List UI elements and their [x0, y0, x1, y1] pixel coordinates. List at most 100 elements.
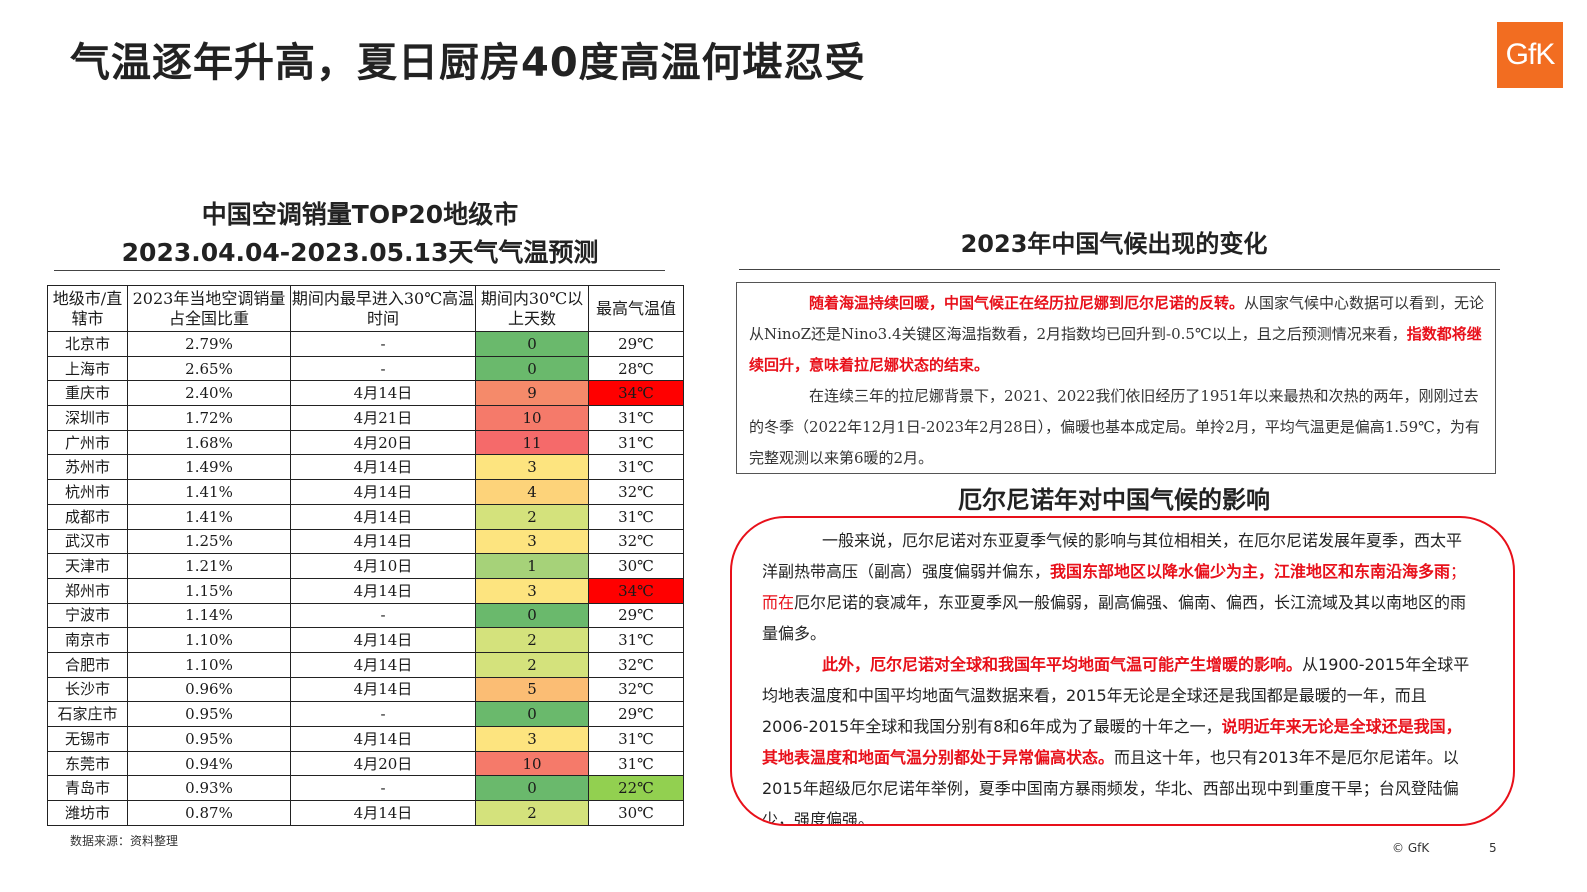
first-30c-cell: - [290, 701, 476, 727]
highlight-text: ；而在 [762, 562, 1467, 612]
first-30c-cell: 4月20日 [290, 429, 476, 456]
table-row: 上海市 2.65% -0 28℃ [47, 355, 684, 382]
days-30c-cell: 0 [475, 775, 589, 802]
days-30c-cell: 0 [475, 331, 589, 357]
el-nino-impact-box: 一般来说，厄尔尼诺对东亚夏季气候的影响与其位相相关，在厄尔尼诺发展年夏季，西太平… [730, 516, 1515, 826]
table-row: 杭州市 1.41% 4月14日 4 32℃ [47, 479, 684, 505]
max-temp-cell: 28℃ [588, 355, 684, 382]
highlight-text: 我国东部地区以降水偏少为主，江淮地区和东南沿海多雨 [1050, 562, 1451, 581]
climate-paragraph-1: 随着海温持续回暖，中国气候正在经历拉尼娜到厄尔尼诺的反转。从国家气候中心数据可以… [749, 288, 1485, 381]
first-30c-cell: 4月20日 [290, 750, 476, 777]
table-row: 南京市 1.10% 4月14日 2 31℃ [47, 627, 684, 653]
max-temp-cell: 32℃ [588, 479, 684, 505]
table-row: 石家庄市 0.95% -0 29℃ [47, 701, 684, 727]
days-30c-cell: 0 [475, 602, 589, 629]
table-row: 苏州市 1.49% 4月14日 3 31℃ [47, 454, 684, 481]
page-number: 5 [1489, 841, 1497, 855]
first-30c-cell: 4月14日 [290, 503, 476, 530]
table-row: 重庆市 2.40% 4月14日 9 34℃ [47, 380, 684, 407]
share-cell: 0.94% [127, 750, 291, 777]
max-temp-cell: 32℃ [588, 528, 684, 555]
table-title-line2: 2023.04.04-2023.05.13天气气温预测 [121, 238, 599, 267]
table-row: 武汉市 1.25% 4月14日 3 32℃ [47, 528, 684, 555]
data-source: 数据来源：资料整理 [70, 834, 179, 848]
city-cell: 重庆市 [47, 380, 128, 407]
days-30c-cell: 3 [475, 454, 589, 481]
first-30c-cell: - [290, 355, 476, 382]
max-temp-cell: 29℃ [588, 602, 684, 629]
first-30c-cell: 4月14日 [290, 479, 476, 505]
table-row: 成都市 1.41% 4月14日 2 31℃ [47, 503, 684, 530]
city-cell: 天津市 [47, 553, 128, 579]
city-cell: 郑州市 [47, 577, 128, 604]
days-30c-cell: 10 [475, 405, 589, 431]
el-nino-paragraph-1: 一般来说，厄尔尼诺对东亚夏季气候的影响与其位相相关，在厄尔尼诺发展年夏季，西太平… [762, 525, 1473, 649]
share-cell: 1.10% [127, 627, 291, 653]
max-temp-cell: 29℃ [588, 331, 684, 357]
city-cell: 潍坊市 [47, 800, 128, 826]
share-cell: 0.96% [127, 676, 291, 703]
days-30c-cell: 2 [475, 627, 589, 653]
city-cell: 上海市 [47, 355, 128, 382]
max-temp-cell: 31℃ [588, 750, 684, 777]
highlight-text: 此外，厄尔尼诺对全球和我国年平均地面气温可能产生增暖的影响。 [822, 655, 1303, 674]
days-30c-cell: 4 [475, 479, 589, 505]
city-cell: 成都市 [47, 503, 128, 530]
max-temp-cell: 29℃ [588, 701, 684, 727]
share-cell: 0.95% [127, 701, 291, 727]
table-header-row: 地级市/直辖市 2023年当地空调销量占全国比重 期间内最早进入30℃高温时间 … [47, 285, 684, 332]
city-cell: 深圳市 [47, 405, 128, 431]
max-temp-cell: 31℃ [588, 503, 684, 530]
max-temp-cell: 32℃ [588, 676, 684, 703]
days-30c-cell: 11 [475, 429, 589, 456]
city-cell: 青岛市 [47, 775, 128, 802]
share-cell: 1.49% [127, 454, 291, 481]
first-30c-cell: 4月14日 [290, 454, 476, 481]
days-30c-cell: 9 [475, 380, 589, 407]
body-text: 厄尔尼诺的衰减年，东亚夏季风一般偏弱，副高偏强、偏南、偏西，长江流域及其以南地区… [762, 593, 1467, 643]
city-cell: 武汉市 [47, 528, 128, 555]
table-row: 郑州市 1.15% 4月14日 3 34℃ [47, 577, 684, 604]
first-30c-cell: 4月14日 [290, 726, 476, 752]
body-text: 一般来说，厄尔尼诺对东亚夏季气候的影响与其位相相关，在厄尔尼诺发展年夏季，西太平… [762, 531, 1463, 581]
climate-paragraph-2: 在连续三年的拉尼娜背景下，2021、2022我们依旧经历了1951年以来最热和次… [749, 387, 1480, 467]
table-row: 合肥市 1.10% 4月14日 2 32℃ [47, 651, 684, 678]
table-row: 东莞市 0.94% 4月20日 10 31℃ [47, 750, 684, 777]
max-temp-cell: 32℃ [588, 651, 684, 678]
share-cell: 0.93% [127, 775, 291, 802]
header-max-temp: 最高气温值 [588, 285, 684, 332]
city-cell: 石家庄市 [47, 701, 128, 727]
share-cell: 1.25% [127, 528, 291, 555]
first-30c-cell: 4月21日 [290, 405, 476, 431]
city-cell: 广州市 [47, 429, 128, 456]
max-temp-cell: 31℃ [588, 405, 684, 431]
days-30c-cell: 3 [475, 577, 589, 604]
first-30c-cell: 4月10日 [290, 553, 476, 579]
table-title-line1: 中国空调销量TOP20地级市 [201, 200, 519, 229]
days-30c-cell: 10 [475, 750, 589, 777]
share-cell: 1.41% [127, 479, 291, 505]
table-row: 潍坊市 0.87% 4月14日 2 30℃ [47, 800, 684, 826]
share-cell: 1.10% [127, 651, 291, 678]
city-cell: 南京市 [47, 627, 128, 653]
max-temp-cell: 34℃ [588, 577, 684, 604]
days-30c-cell: 2 [475, 651, 589, 678]
days-30c-cell: 3 [475, 726, 589, 752]
header-first-30c: 期间内最早进入30℃高温时间 [290, 285, 476, 332]
share-cell: 1.72% [127, 405, 291, 431]
share-cell: 1.14% [127, 602, 291, 629]
share-cell: 1.15% [127, 577, 291, 604]
city-cell: 无锡市 [47, 726, 128, 752]
highlight-text: 随着海温持续回暖，中国气候正在经历拉尼娜到厄尔尼诺的反转。 [809, 294, 1245, 312]
el-nino-impact-title: 厄尔尼诺年对中国气候的影响 [958, 486, 1270, 514]
first-30c-cell: 4月14日 [290, 380, 476, 407]
days-30c-cell: 0 [475, 701, 589, 727]
city-temperature-table: 地级市/直辖市 2023年当地空调销量占全国比重 期间内最早进入30℃高温时间 … [47, 285, 684, 826]
body-text: 从1900-2015年全球平均地表温度和中国平均地面气温数据来看，2015年无论… [762, 655, 1470, 736]
max-temp-cell: 31℃ [588, 454, 684, 481]
city-cell: 长沙市 [47, 676, 128, 703]
days-30c-cell: 1 [475, 553, 589, 579]
first-30c-cell: - [290, 602, 476, 629]
table-title: 中国空调销量TOP20地级市 2023.04.04-2023.05.13天气气温… [55, 196, 665, 272]
table-row: 北京市 2.79% -0 29℃ [47, 331, 684, 357]
